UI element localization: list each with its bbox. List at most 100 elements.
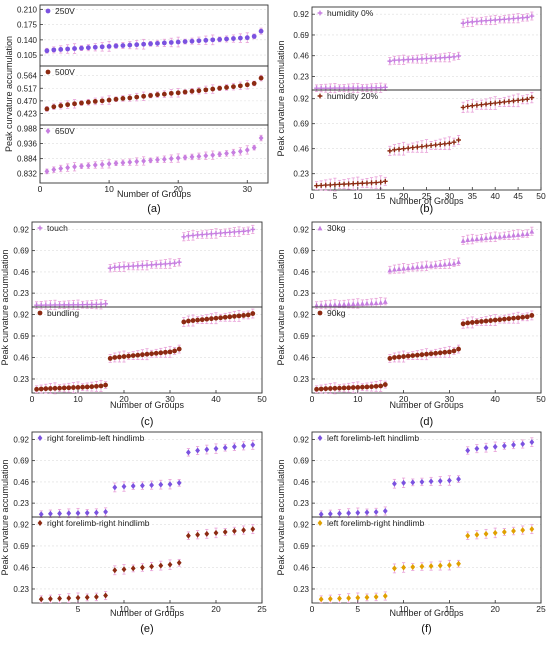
data-point — [373, 180, 379, 186]
data-point — [442, 55, 448, 60]
y-tick-label: 0.46 — [13, 563, 29, 572]
data-point — [84, 509, 90, 516]
data-point — [341, 301, 347, 307]
data-point — [224, 36, 229, 42]
data-point — [98, 301, 104, 307]
data-point — [456, 137, 461, 143]
data-point — [79, 45, 84, 51]
data-point — [492, 234, 498, 240]
y-tick-label: 0.69 — [293, 247, 309, 256]
data-point — [148, 93, 153, 98]
data-point — [195, 531, 200, 538]
data-point — [34, 386, 39, 392]
x-tick-label: 15 — [376, 191, 386, 201]
x-tick-label: 20 — [211, 604, 221, 614]
data-point — [451, 139, 457, 145]
data-point — [511, 98, 516, 104]
data-point — [401, 146, 406, 152]
data-point — [103, 508, 108, 515]
panel-tag: (f) — [421, 623, 431, 635]
data-point — [190, 232, 196, 238]
data-point — [520, 15, 526, 21]
data-point — [195, 447, 200, 454]
x-tick-label: 35 — [468, 191, 478, 201]
data-point — [497, 100, 503, 105]
data-point — [103, 382, 108, 388]
data-point — [158, 261, 164, 267]
data-point — [511, 232, 516, 238]
plot-frame — [31, 516, 263, 604]
data-point — [161, 91, 167, 97]
y-tick-label: 0.46 — [293, 268, 309, 277]
data-point — [204, 316, 210, 322]
data-point — [323, 302, 329, 308]
data-point — [442, 349, 448, 355]
data-point — [236, 229, 242, 235]
data-point — [213, 315, 219, 321]
data-point — [474, 236, 480, 242]
data-point — [483, 318, 489, 324]
data-point — [392, 147, 397, 153]
data-point — [218, 315, 224, 321]
panel-tag: (d) — [420, 416, 433, 428]
legend-marker — [37, 435, 43, 441]
x-tick-label: 50 — [257, 394, 267, 404]
data-point — [451, 260, 457, 266]
data-point — [140, 564, 145, 571]
legend-marker — [37, 310, 43, 316]
x-tick-label: 20 — [399, 191, 409, 201]
x-tick-label: 25 — [422, 191, 432, 201]
data-point — [168, 40, 174, 45]
data-point — [141, 41, 147, 47]
legend-marker — [45, 69, 51, 75]
data-point — [350, 301, 356, 307]
data-point — [149, 262, 154, 268]
data-point — [250, 441, 256, 448]
x-tick-label: 45 — [513, 191, 523, 201]
data-point — [364, 594, 370, 601]
x-tick-label: 5 — [76, 604, 81, 614]
y-tick-label: 0.92 — [13, 225, 29, 234]
data-point — [488, 17, 494, 23]
y-tick-label: 0.69 — [293, 457, 309, 466]
data-point — [175, 155, 181, 162]
y-tick-label: 0.564 — [17, 72, 38, 81]
data-point — [524, 231, 530, 236]
data-point — [401, 57, 406, 63]
data-point — [428, 263, 434, 268]
y-tick-label: 0.23 — [13, 585, 29, 594]
data-point — [520, 527, 526, 534]
data-point — [203, 87, 209, 93]
data-point — [419, 352, 425, 358]
data-point — [447, 261, 452, 266]
y-axis-label: Peak curvature accumulation — [276, 249, 286, 365]
data-point — [378, 383, 384, 389]
data-point — [210, 86, 216, 92]
data-point — [232, 528, 237, 535]
data-point — [66, 385, 72, 391]
data-point — [447, 54, 452, 60]
data-point — [163, 349, 168, 355]
data-point — [419, 56, 425, 62]
data-point — [419, 478, 425, 485]
data-point — [373, 300, 379, 306]
x-tick-label: 15 — [445, 604, 455, 614]
data-point — [195, 317, 201, 323]
legend-label: 30kg — [327, 223, 346, 233]
data-point — [501, 233, 507, 239]
x-tick-label: 5 — [355, 604, 360, 614]
data-point — [232, 313, 237, 319]
data-point — [327, 386, 333, 391]
data-point — [520, 441, 526, 448]
data-point — [217, 37, 223, 42]
data-point — [501, 316, 507, 322]
data-point — [465, 19, 471, 25]
x-tick-label: 20 — [399, 394, 409, 404]
x-axis-label: Number of Groups — [110, 608, 185, 618]
data-point — [72, 163, 77, 170]
data-point — [213, 445, 219, 452]
data-point — [149, 563, 154, 570]
x-tick-label: 10 — [353, 191, 363, 201]
legend-marker — [317, 225, 323, 231]
data-point — [359, 300, 365, 306]
